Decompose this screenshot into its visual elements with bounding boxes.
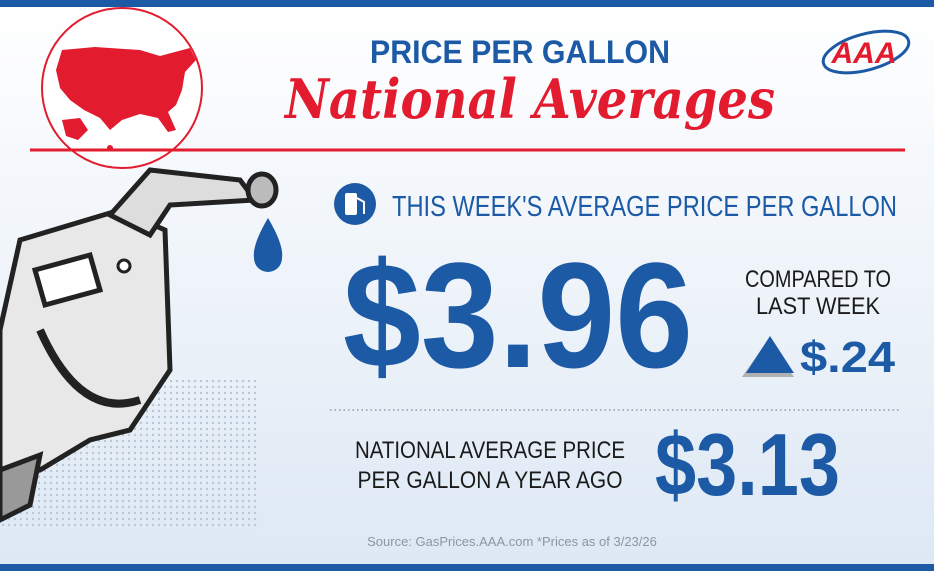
- pump-hose: [0, 451, 44, 523]
- spout-tip: [245, 171, 279, 209]
- year-ago-label-line: PER GALLON A YEAR AGO: [358, 467, 623, 494]
- gas-icon-pump: [345, 193, 357, 215]
- top-band: [0, 0, 934, 7]
- pump-trigger: [36, 328, 142, 408]
- title: PRICE PER GALLON: [370, 34, 670, 70]
- gas-icon-hose: [356, 197, 365, 214]
- fuel-drop: [253, 218, 283, 272]
- alaska: [62, 118, 88, 140]
- up-arrow: [746, 336, 794, 373]
- comparison-label-line: COMPARED TO: [745, 266, 891, 293]
- year-ago-price: $3.13: [655, 415, 840, 514]
- us-map: [56, 47, 196, 132]
- source-note: Source: GasPrices.AAA.com *Prices as of …: [367, 534, 657, 549]
- logo: AAA: [831, 37, 897, 70]
- pump-bolt: [116, 258, 132, 274]
- subtitle: National Averages: [283, 67, 775, 131]
- comparison-label-line: LAST WEEK: [756, 293, 880, 320]
- this-week-price: $3.96: [343, 231, 693, 399]
- pump-window: [31, 251, 104, 309]
- this-week-label: THIS WEEK'S AVERAGE PRICE PER GALLON: [392, 191, 897, 223]
- bottom-band: [0, 564, 934, 571]
- weekly-change: $.24: [800, 333, 896, 382]
- logo-swoosh: [821, 29, 911, 75]
- year-ago-label-line: NATIONAL AVERAGE PRICE: [355, 437, 625, 464]
